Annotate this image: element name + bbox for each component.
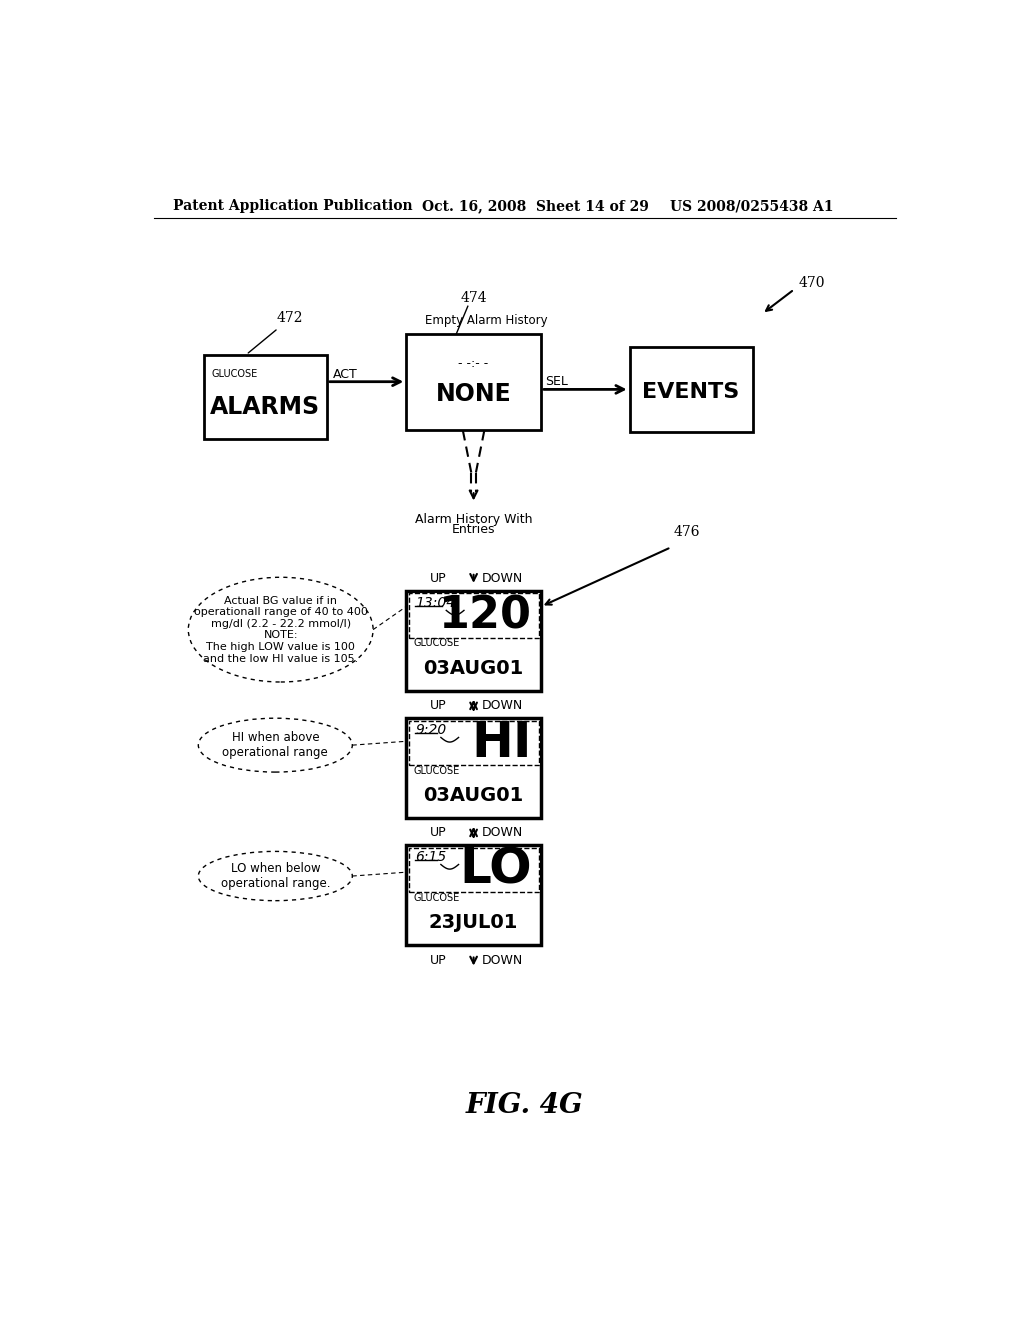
- Text: Empty Alarm History: Empty Alarm History: [425, 314, 548, 326]
- Text: Oct. 16, 2008  Sheet 14 of 29: Oct. 16, 2008 Sheet 14 of 29: [422, 199, 648, 213]
- Text: DOWN: DOWN: [481, 825, 522, 838]
- Bar: [204, 355, 327, 440]
- Bar: [407, 334, 541, 430]
- Text: DOWN: DOWN: [481, 698, 522, 711]
- Text: GLUCOSE: GLUCOSE: [211, 370, 258, 379]
- Text: 472: 472: [248, 312, 303, 352]
- Text: Patent Application Publication: Patent Application Publication: [173, 199, 413, 213]
- Text: 03AUG01: 03AUG01: [424, 659, 523, 677]
- Text: Entries: Entries: [452, 523, 496, 536]
- Text: GLUCOSE: GLUCOSE: [414, 892, 460, 903]
- Bar: [630, 347, 753, 432]
- Text: 13:04: 13:04: [416, 595, 456, 610]
- Ellipse shape: [188, 577, 373, 682]
- Text: UP: UP: [430, 572, 446, 585]
- Text: EVENTS: EVENTS: [642, 381, 739, 401]
- Text: 03AUG01: 03AUG01: [424, 785, 523, 805]
- Text: UP: UP: [430, 825, 446, 838]
- Text: 9:20: 9:20: [416, 723, 446, 737]
- FancyBboxPatch shape: [409, 847, 539, 892]
- Ellipse shape: [199, 851, 352, 900]
- Text: SEL: SEL: [546, 375, 568, 388]
- Text: UP: UP: [430, 698, 446, 711]
- Text: 476: 476: [674, 525, 700, 539]
- Text: HI when above
operational range: HI when above operational range: [222, 731, 329, 759]
- FancyBboxPatch shape: [409, 594, 539, 638]
- Text: 6:15: 6:15: [416, 850, 446, 863]
- Text: DOWN: DOWN: [481, 954, 522, 968]
- Text: US 2008/0255438 A1: US 2008/0255438 A1: [670, 199, 834, 213]
- Bar: [407, 718, 541, 818]
- Text: ACT: ACT: [333, 367, 357, 380]
- Text: GLUCOSE: GLUCOSE: [414, 639, 460, 648]
- Bar: [407, 845, 541, 945]
- Text: 120: 120: [438, 594, 531, 638]
- Text: UP: UP: [430, 954, 446, 968]
- Text: 474: 474: [460, 290, 486, 305]
- Text: Actual BG value if in
operationall range of 40 to 400
mg/dl (2.2 - 22.2 mmol/l)
: Actual BG value if in operationall range…: [194, 595, 368, 664]
- Text: FIG. 4G: FIG. 4G: [466, 1092, 584, 1119]
- Text: LO when below
operational range.: LO when below operational range.: [220, 862, 330, 890]
- Text: 23JUL01: 23JUL01: [429, 912, 518, 932]
- Text: ALARMS: ALARMS: [210, 395, 321, 420]
- Text: 470: 470: [799, 276, 825, 290]
- Text: DOWN: DOWN: [481, 572, 522, 585]
- Text: NONE: NONE: [436, 381, 511, 407]
- Bar: [407, 591, 541, 692]
- Text: - -:- -: - -:- -: [459, 356, 488, 370]
- Text: GLUCOSE: GLUCOSE: [414, 766, 460, 776]
- Ellipse shape: [199, 718, 352, 772]
- FancyBboxPatch shape: [409, 721, 539, 766]
- Text: HI: HI: [471, 719, 531, 767]
- Text: Alarm History With: Alarm History With: [415, 513, 532, 527]
- Text: LO: LO: [459, 846, 531, 894]
